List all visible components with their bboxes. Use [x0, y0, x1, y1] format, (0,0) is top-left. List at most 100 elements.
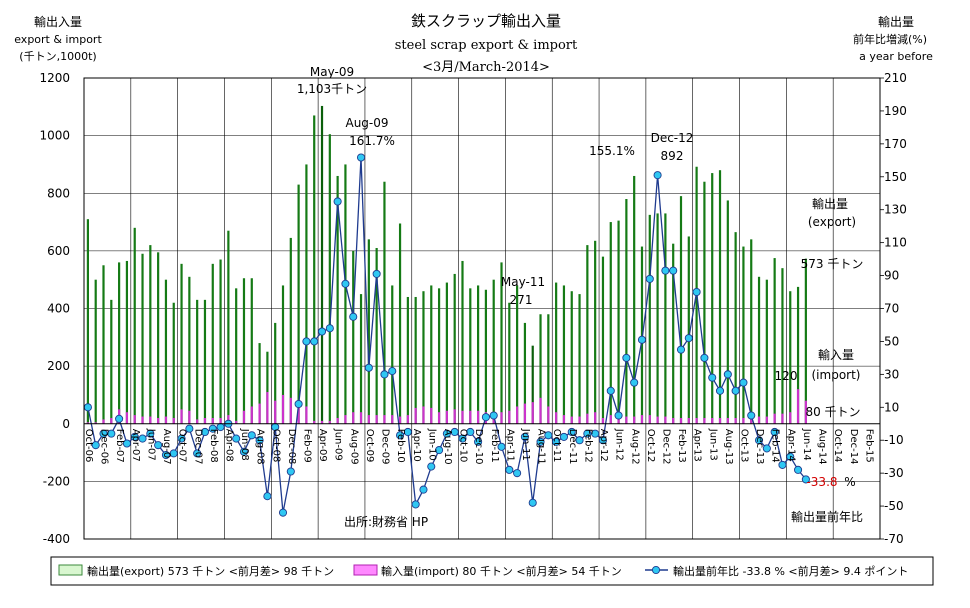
export-bar: [781, 268, 784, 424]
import-bar: [266, 392, 269, 424]
x-tick-label: Oct-12: [645, 429, 656, 463]
export-bar: [406, 296, 409, 424]
export-bar: [398, 223, 402, 424]
right-tick-label: 210: [884, 71, 907, 85]
x-tick-label: Oct-08: [270, 429, 281, 463]
ratio-marker: [325, 324, 334, 333]
import-bar: [258, 403, 261, 424]
annotation-may09-value: 1,103千トン: [297, 82, 367, 96]
plot-frame: [83, 77, 881, 540]
export-bar: [484, 289, 488, 424]
import-bar: [703, 417, 706, 424]
export-bar: [266, 351, 269, 424]
x-tick-label: Apr-08: [223, 429, 234, 462]
ratio-marker: [552, 437, 561, 446]
export-bar: [180, 263, 183, 424]
import-bar: [516, 406, 519, 424]
x-tick-label: Apr-07: [130, 429, 141, 462]
ratio-marker: [310, 337, 319, 346]
ratio-marker: [474, 437, 483, 446]
ratio-marker: [715, 386, 725, 395]
ratio-marker: [801, 475, 810, 484]
import-bar: [679, 417, 683, 424]
export-bar: [453, 273, 456, 424]
annotation-may11-value: 271: [510, 293, 533, 307]
export-bar: [250, 278, 253, 424]
x-tick-label: Apr-14: [785, 429, 796, 462]
export-bar: [422, 291, 425, 424]
import-bar: [594, 412, 597, 424]
right-tick-label: 130: [884, 203, 907, 217]
x-tick-label: Feb-08: [208, 429, 219, 463]
import-bar: [640, 415, 644, 424]
x-tick-label: Aug-12: [629, 429, 640, 465]
import-latest-value: 80 千トン: [805, 405, 860, 419]
import-bar: [586, 413, 589, 424]
import-bar: [570, 416, 573, 424]
import-bar: [344, 415, 347, 424]
ratio-marker: [747, 411, 756, 420]
export-bar: [344, 164, 347, 424]
export-bar: [414, 296, 417, 424]
ratio-marker: [232, 434, 241, 443]
import-bar: [281, 394, 285, 424]
ratio-marker: [185, 424, 194, 433]
export-series-label-en: (export): [808, 215, 856, 229]
ratio-marker: [138, 434, 147, 443]
export-bar: [188, 276, 191, 424]
ratio-marker: [161, 450, 170, 460]
import-bar: [359, 412, 363, 424]
x-tick-label: Apr-11: [504, 429, 515, 462]
import-bar: [274, 400, 277, 424]
right-tick-label: 30: [884, 367, 899, 381]
ratio-marker: [583, 429, 592, 438]
x-tick-label: Feb-09: [302, 429, 313, 463]
x-tick-label: Jun-10: [426, 428, 437, 461]
import-bar: [742, 417, 745, 424]
ratio-marker: [372, 269, 381, 278]
export-bar: [164, 279, 168, 424]
ratio-marker: [83, 403, 92, 412]
ratio-marker: [154, 441, 163, 450]
ratio-marker: [208, 424, 217, 433]
ratio-marker: [692, 287, 701, 297]
x-tick-label: Feb-07: [114, 429, 125, 463]
export-bar: [578, 294, 581, 424]
export-bar: [102, 265, 105, 424]
ratio-marker: [107, 429, 116, 438]
ratio-marker: [567, 427, 576, 437]
export-bar: [383, 181, 386, 424]
ratio-marker: [528, 498, 537, 507]
import-bar: [617, 416, 620, 424]
import-bar: [414, 407, 417, 424]
x-tick-label: Apr-13: [692, 429, 703, 462]
x-tick-label: Feb-10: [395, 429, 406, 463]
x-tick-label: Aug-07: [161, 429, 172, 465]
ratio-marker: [489, 411, 498, 420]
source-note: 出所:財務省 HP: [344, 514, 428, 529]
export-bar: [367, 239, 370, 424]
x-tick-label: Oct-14: [832, 429, 843, 463]
export-bar: [687, 236, 690, 424]
right-tick-label: 170: [884, 137, 907, 151]
export-bar: [703, 181, 706, 424]
import-series-label-en: (import): [812, 368, 861, 382]
import-bar: [656, 416, 659, 424]
import-bar: [757, 416, 761, 424]
export-bar: [203, 299, 207, 424]
export-bar: [633, 175, 636, 424]
ratio-marker: [559, 432, 568, 441]
import-bars: [86, 389, 807, 424]
ratio-marker: [786, 452, 795, 461]
import-bar: [750, 417, 753, 424]
export-bar: [352, 250, 355, 424]
left-tick-label: -200: [43, 474, 70, 488]
x-tick-label: Aug-11: [536, 429, 547, 465]
ratio-marker: [333, 197, 342, 206]
right-tick-label: 190: [884, 104, 907, 118]
export-bar: [149, 245, 152, 424]
ratio-marker: [302, 337, 311, 346]
import-bar: [383, 415, 386, 424]
import-bar: [601, 417, 605, 424]
ratio-marker: [653, 171, 662, 180]
